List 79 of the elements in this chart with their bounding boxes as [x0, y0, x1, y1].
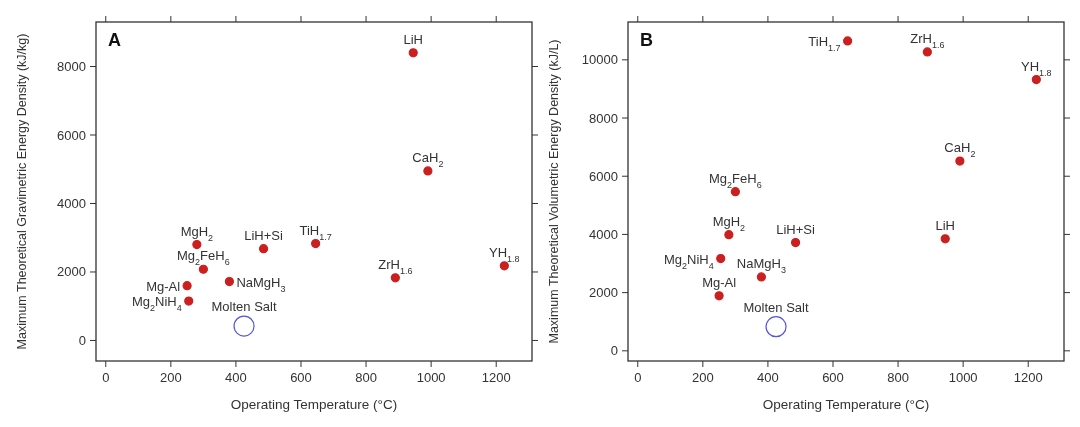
annotation: Mg$_{2}$NiH$_{4}$ [663, 251, 714, 271]
point [955, 156, 965, 166]
annotation: Mg$_{2}$NiH$_{4}$ [131, 294, 182, 314]
annotation: YH$_{1.8}$ [1021, 58, 1052, 78]
x-tick-label: 800 [355, 370, 377, 385]
x-tick-label: 1200 [481, 370, 511, 385]
y-tick-label: 4000 [57, 195, 86, 211]
point [224, 276, 234, 287]
point [940, 234, 950, 244]
y-tick-label: 8000 [589, 110, 618, 126]
annotation: Mg$_{2}$FeH$_{6}$ [177, 248, 230, 268]
y-tick-label: 4000 [589, 226, 618, 242]
point [423, 166, 433, 176]
annotation: CaH$_{2}$ [412, 149, 444, 169]
annotation: MgH$_{2}$ [180, 223, 214, 243]
annotation: YH$_{1.8}$ [489, 244, 520, 264]
point [922, 47, 932, 57]
point [233, 315, 255, 337]
point [311, 238, 321, 249]
x-tick-label: 600 [290, 370, 312, 385]
x-tick-label: 0 [102, 370, 110, 385]
y-tick-label: 6000 [57, 127, 86, 143]
x-tick-label: 1000 [948, 370, 978, 385]
chart-title: B [640, 30, 653, 50]
x-tick-label: 1200 [1013, 370, 1043, 385]
annotation: Mg-Al [702, 274, 737, 290]
point [716, 253, 726, 264]
x-tick-label: 0 [634, 370, 642, 385]
x-tick-label: 200 [691, 370, 714, 385]
point [1031, 75, 1041, 85]
y-tick-label: 6000 [589, 168, 618, 184]
annotation: LiH+Si [776, 221, 815, 237]
annotation: LiH+Si [244, 227, 283, 243]
x-axis-title: Operating Temperature (°C) [762, 397, 930, 412]
y-tick-label: 0 [78, 332, 86, 348]
point [390, 273, 400, 283]
y-tick-label: 10000 [581, 52, 618, 68]
annotation: TiH$_{1.7}$ [808, 33, 841, 53]
point [730, 187, 740, 197]
y-axis-title: Maximum Theoretical Gravimetric Energy Density (kJ/kg) [15, 33, 29, 350]
y-tick-label: 2000 [589, 285, 618, 301]
x-tick-label: 600 [822, 370, 844, 385]
annotation: Mg-Al [146, 278, 181, 294]
point [756, 272, 766, 282]
x-tick-label: 400 [757, 370, 779, 385]
point [184, 296, 194, 306]
annotation: LiH [935, 217, 955, 233]
annotation: ZrH$_{1.6}$ [910, 30, 945, 50]
point [499, 261, 509, 271]
x-tick-label: 1000 [416, 370, 446, 385]
y-axis-title: Maximum Theoretical Volumetric Energy Density (kJ/L) [547, 39, 561, 344]
annotation: MgH$_{2}$ [712, 213, 746, 233]
point [258, 244, 269, 254]
point [724, 230, 734, 240]
x-tick-label: 800 [887, 370, 909, 385]
annotation: Molten Salt [211, 299, 277, 315]
point [765, 316, 787, 338]
y-tick-label: 8000 [57, 59, 86, 75]
x-axis-title: Operating Temperature (°C) [230, 397, 398, 412]
point [843, 36, 853, 46]
annotation: NaMgH$_{3}$ [736, 255, 786, 275]
chart-title: A [108, 30, 121, 50]
point [182, 281, 192, 291]
point [714, 291, 724, 301]
point [198, 264, 208, 274]
annotation: CaH$_{2}$ [944, 140, 976, 160]
y-tick-label: 2000 [57, 264, 86, 280]
x-tick-label: 200 [159, 370, 182, 385]
point [790, 237, 801, 248]
annotation: Mg$_{2}$FeH$_{6}$ [709, 170, 762, 190]
annotation: TiH$_{1.7}$ [299, 222, 332, 242]
annotation: ZrH$_{1.6}$ [378, 256, 413, 276]
point [408, 48, 418, 58]
point [192, 239, 202, 250]
annotation: LiH [403, 31, 423, 47]
x-tick-label: 400 [225, 370, 247, 385]
annotation: NaMgH$_{3}$ [236, 274, 286, 294]
y-tick-label: 0 [610, 343, 618, 359]
annotation: Molten Salt [743, 299, 809, 315]
